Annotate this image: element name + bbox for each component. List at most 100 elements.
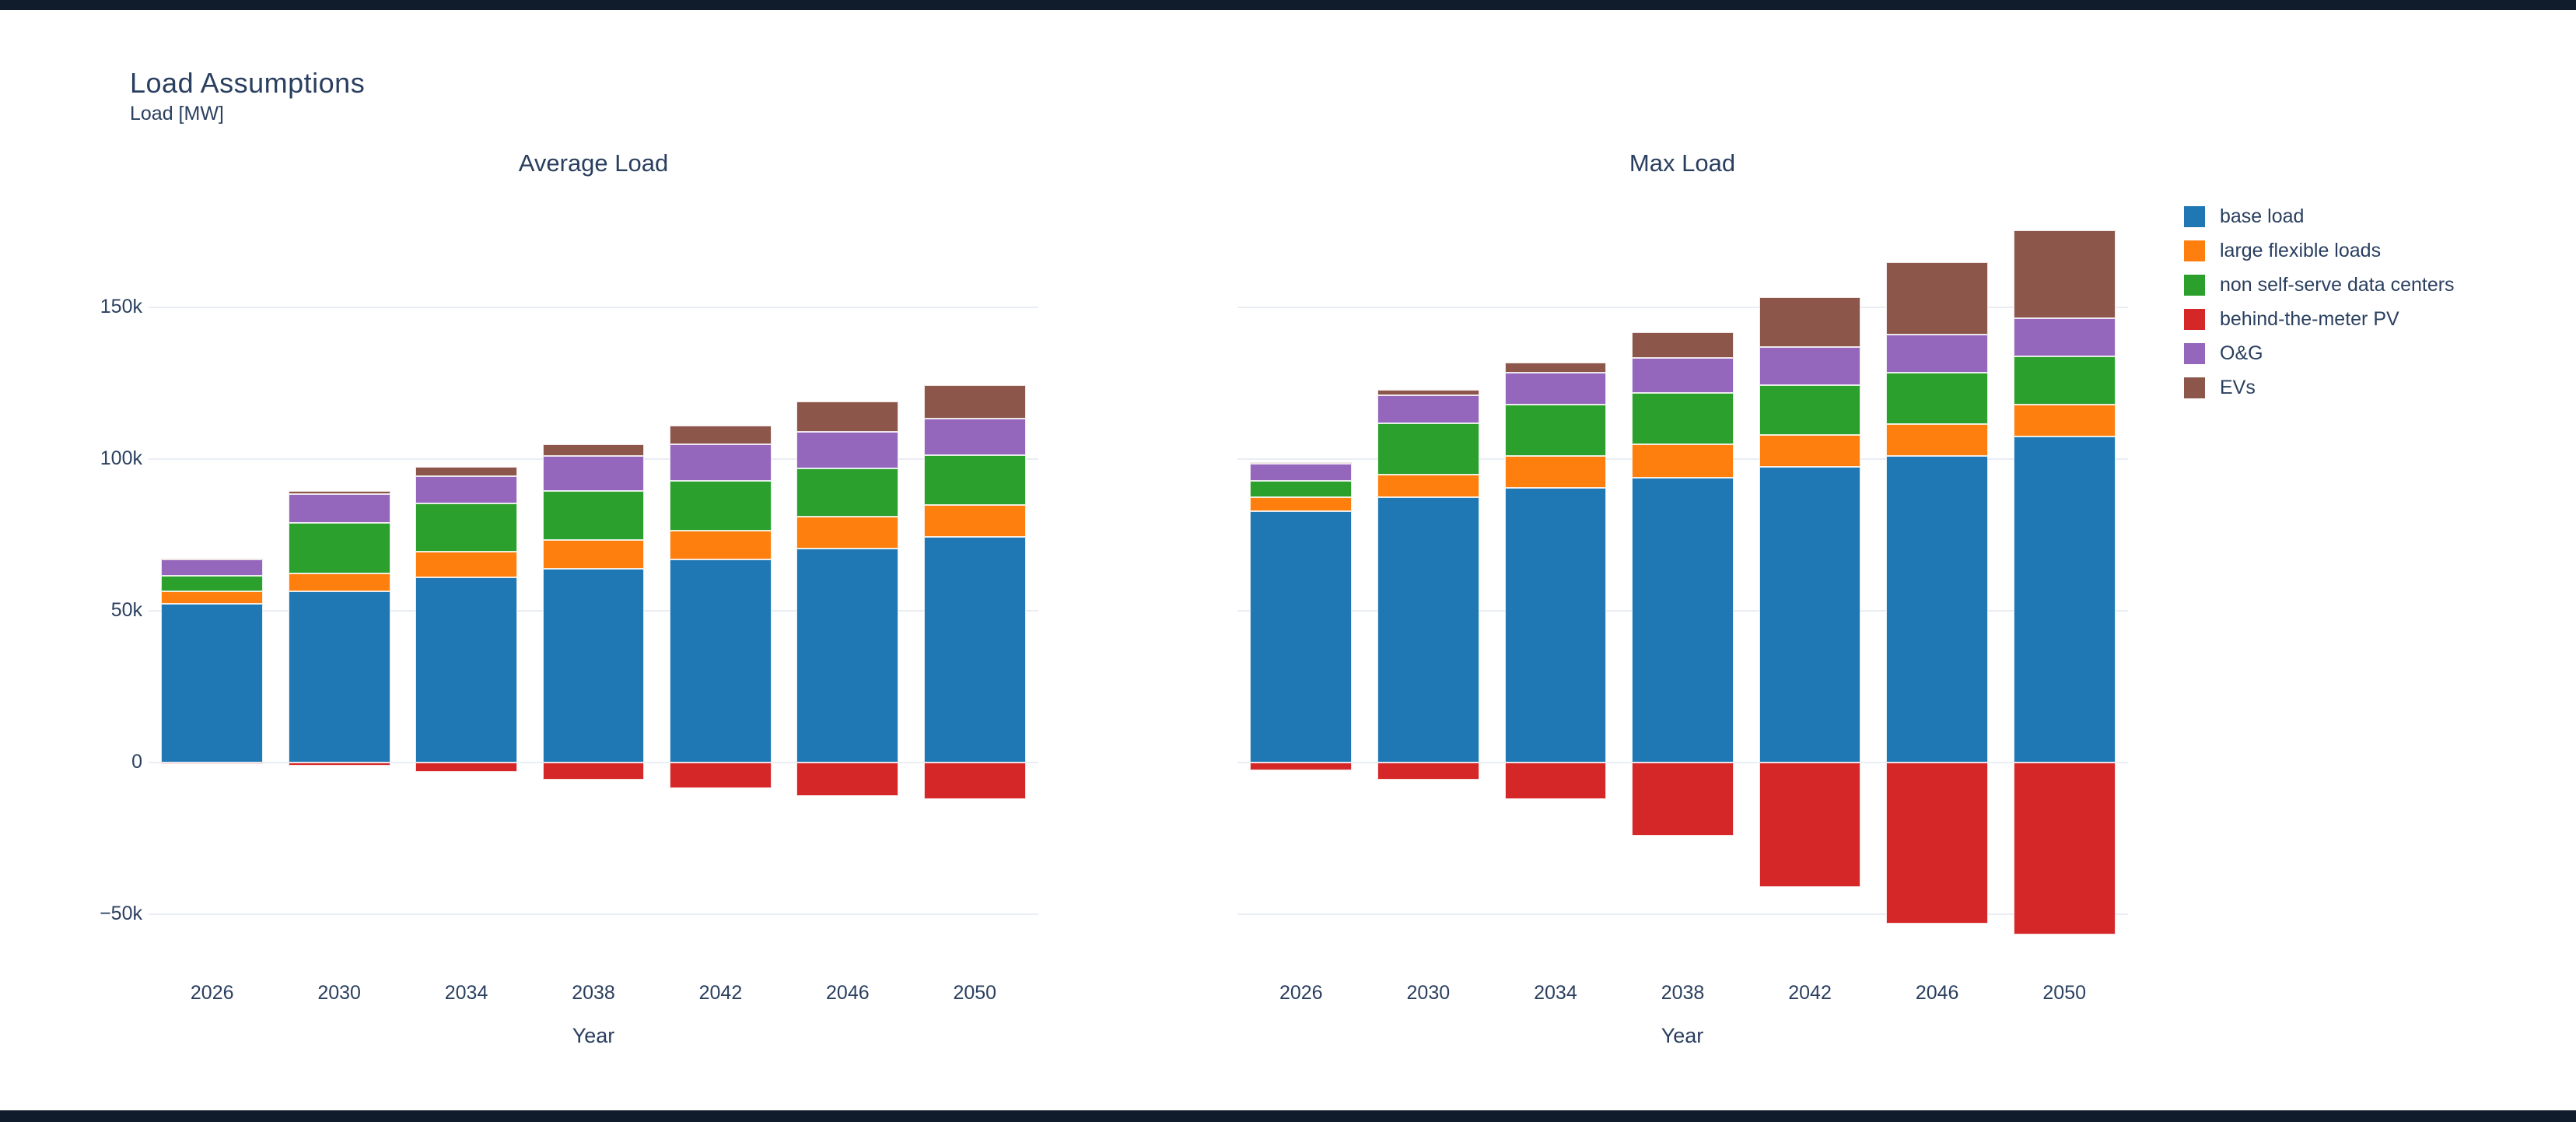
bar-segment-max-load-2030-large-flexible-loads[interactable] (1377, 474, 1479, 498)
bar-segment-max-load-2050-base-load[interactable] (2013, 437, 2116, 763)
bar-segment-max-load-2030-O&G[interactable] (1377, 395, 1479, 423)
bar-segment-max-load-2026-base-load[interactable] (1250, 510, 1353, 763)
bar-segment-max-load-2030-behind-the-meter-PV[interactable] (1377, 763, 1479, 780)
bar-segment-average-load-2050-O&G[interactable] (923, 419, 1026, 456)
bar-segment-average-load-2030-base-load[interactable] (288, 591, 390, 763)
legend-item-base-load[interactable]: base load (2184, 199, 2455, 233)
subplot-title-average-load: Average Load (518, 149, 669, 177)
bar-segment-max-load-2030-EVs[interactable] (1377, 389, 1479, 396)
bar-segment-average-load-2030-EVs[interactable] (288, 491, 390, 495)
bar-segment-average-load-2034-O&G[interactable] (415, 475, 517, 503)
bar-segment-max-load-2026-behind-the-meter-PV[interactable] (1250, 763, 1353, 771)
bar-segment-max-load-2042-base-load[interactable] (1759, 467, 1861, 763)
x-tick-label-2030: 2030 (317, 982, 361, 1004)
bar-segment-average-load-2038-O&G[interactable] (542, 456, 645, 492)
bar-segment-max-load-2046-EVs[interactable] (1886, 261, 1989, 335)
legend-item-behind-the-meter-PV[interactable]: behind-the-meter PV (2184, 302, 2455, 336)
bar-segment-max-load-2038-large-flexible-loads[interactable] (1632, 444, 1734, 478)
bar-segment-average-load-2038-non-self-serve-data-centers[interactable] (542, 491, 645, 540)
bar-segment-max-load-2050-large-flexible-loads[interactable] (2013, 405, 2116, 437)
bar-segment-average-load-2034-non-self-serve-data-centers[interactable] (415, 503, 517, 552)
bar-segment-max-load-2046-O&G[interactable] (1886, 335, 1989, 373)
bar-segment-max-load-2046-base-load[interactable] (1886, 456, 1989, 763)
legend: base load large flexible loads non self-se… (2184, 199, 2455, 405)
bar-segment-max-load-2034-behind-the-meter-PV[interactable] (1504, 763, 1607, 800)
bar-segment-average-load-2042-large-flexible-loads[interactable] (670, 530, 772, 560)
bar-segment-average-load-2046-non-self-serve-data-centers[interactable] (796, 468, 899, 517)
bar-segment-max-load-2034-large-flexible-loads[interactable] (1504, 456, 1607, 489)
bar-segment-average-load-2034-EVs[interactable] (415, 467, 517, 476)
bar-segment-average-load-2046-behind-the-meter-PV[interactable] (796, 763, 899, 797)
bar-segment-average-load-2034-large-flexible-loads[interactable] (415, 552, 517, 578)
bar-segment-average-load-2046-large-flexible-loads[interactable] (796, 517, 899, 549)
bar-segment-average-load-2034-behind-the-meter-PV[interactable] (415, 763, 517, 773)
legend-item-EVs[interactable]: EVs (2184, 370, 2455, 405)
bar-segment-max-load-2042-large-flexible-loads[interactable] (1759, 435, 1861, 468)
bar-segment-max-load-2050-O&G[interactable] (2013, 317, 2116, 356)
bar-segment-max-load-2026-non-self-serve-data-centers[interactable] (1250, 480, 1353, 498)
legend-swatch-icon (2184, 377, 2205, 398)
legend-swatch-icon (2184, 205, 2205, 227)
bar-segment-average-load-2042-EVs[interactable] (670, 426, 772, 444)
bar-segment-max-load-2050-non-self-serve-data-centers[interactable] (2013, 356, 2116, 405)
bar-segment-max-load-2038-non-self-serve-data-centers[interactable] (1632, 392, 1734, 444)
max-load-plot-area[interactable] (1237, 226, 2128, 955)
bar-segment-max-load-2046-non-self-serve-data-centers[interactable] (1886, 373, 1989, 425)
bar-segment-average-load-2038-EVs[interactable] (542, 444, 645, 457)
bar-segment-max-load-2038-base-load[interactable] (1632, 477, 1734, 763)
bar-segment-average-load-2038-base-load[interactable] (542, 568, 645, 763)
bar-segment-max-load-2046-behind-the-meter-PV[interactable] (1886, 763, 1989, 924)
legend-item-O&G[interactable]: O&G (2184, 336, 2455, 370)
bar-segment-average-load-2050-behind-the-meter-PV[interactable] (923, 763, 1026, 800)
bar-segment-average-load-2046-base-load[interactable] (796, 549, 899, 763)
bar-segment-average-load-2042-O&G[interactable] (670, 444, 772, 481)
legend-item-non-self-serve-data-centers[interactable]: non self-serve data centers (2184, 268, 2455, 302)
bar-segment-average-load-2038-behind-the-meter-PV[interactable] (542, 763, 645, 780)
average-load-plot-area[interactable] (149, 226, 1038, 955)
bar-segment-average-load-2046-EVs[interactable] (796, 401, 899, 433)
bar-segment-max-load-2034-O&G[interactable] (1504, 373, 1607, 405)
bar-segment-average-load-2042-base-load[interactable] (670, 559, 772, 763)
bar-segment-max-load-2026-large-flexible-loads[interactable] (1250, 497, 1353, 511)
legend-item-large-flexible-loads[interactable]: large flexible loads (2184, 233, 2455, 268)
bar-segment-average-load-2046-O&G[interactable] (796, 432, 899, 468)
bar-segment-average-load-2050-EVs[interactable] (923, 384, 1026, 419)
bar-segment-average-load-2050-non-self-serve-data-centers[interactable] (923, 455, 1026, 505)
bar-segment-average-load-2042-behind-the-meter-PV[interactable] (670, 763, 772, 789)
bar-segment-average-load-2030-non-self-serve-data-centers[interactable] (288, 523, 390, 573)
bar-segment-max-load-2038-behind-the-meter-PV[interactable] (1632, 763, 1734, 836)
top-window-strip (0, 0, 2576, 10)
bar-segment-average-load-2050-base-load[interactable] (923, 536, 1026, 763)
bar-segment-max-load-2042-non-self-serve-data-centers[interactable] (1759, 384, 1861, 436)
bar-segment-max-load-2038-EVs[interactable] (1632, 331, 1734, 358)
bar-segment-max-load-2026-O&G[interactable] (1250, 464, 1353, 481)
bar-segment-max-load-2034-base-load[interactable] (1504, 488, 1607, 763)
bar-segment-average-load-2030-behind-the-meter-PV[interactable] (288, 763, 390, 766)
bar-segment-average-load-2030-O&G[interactable] (288, 494, 390, 524)
x-tick-label-2050: 2050 (953, 982, 997, 1004)
bar-segment-max-load-2042-EVs[interactable] (1759, 296, 1861, 347)
bar-segment-average-load-2034-base-load[interactable] (415, 577, 517, 763)
bar-segment-average-load-2030-large-flexible-loads[interactable] (288, 573, 390, 591)
bar-segment-max-load-2042-behind-the-meter-PV[interactable] (1759, 763, 1861, 888)
bar-segment-max-load-2042-O&G[interactable] (1759, 347, 1861, 385)
bar-segment-max-load-2034-EVs[interactable] (1504, 362, 1607, 373)
bar-segment-max-load-2030-non-self-serve-data-centers[interactable] (1377, 423, 1479, 475)
bar-segment-max-load-2034-non-self-serve-data-centers[interactable] (1504, 405, 1607, 457)
bar-segment-average-load-2042-non-self-serve-data-centers[interactable] (670, 480, 772, 531)
bar-segment-average-load-2026-EVs[interactable] (161, 558, 264, 560)
bar-segment-average-load-2026-non-self-serve-data-centers[interactable] (161, 576, 264, 591)
bar-segment-max-load-2026-EVs[interactable] (1250, 462, 1353, 465)
bar-segment-max-load-2030-base-load[interactable] (1377, 497, 1479, 763)
bar-segment-average-load-2050-large-flexible-loads[interactable] (923, 504, 1026, 537)
bar-segment-average-load-2038-large-flexible-loads[interactable] (542, 539, 645, 569)
x-axis-title-left: Year (572, 1024, 615, 1047)
bar-segment-average-load-2026-behind-the-meter-PV[interactable] (161, 763, 264, 765)
bar-segment-average-load-2026-large-flexible-loads[interactable] (161, 591, 264, 604)
bar-segment-average-load-2026-base-load[interactable] (161, 603, 264, 763)
bar-segment-max-load-2046-large-flexible-loads[interactable] (1886, 424, 1989, 457)
bar-segment-average-load-2026-O&G[interactable] (161, 559, 264, 577)
bar-segment-max-load-2038-O&G[interactable] (1632, 357, 1734, 393)
bar-segment-max-load-2050-EVs[interactable] (2013, 230, 2116, 318)
bar-segment-max-load-2050-behind-the-meter-PV[interactable] (2013, 763, 2116, 934)
